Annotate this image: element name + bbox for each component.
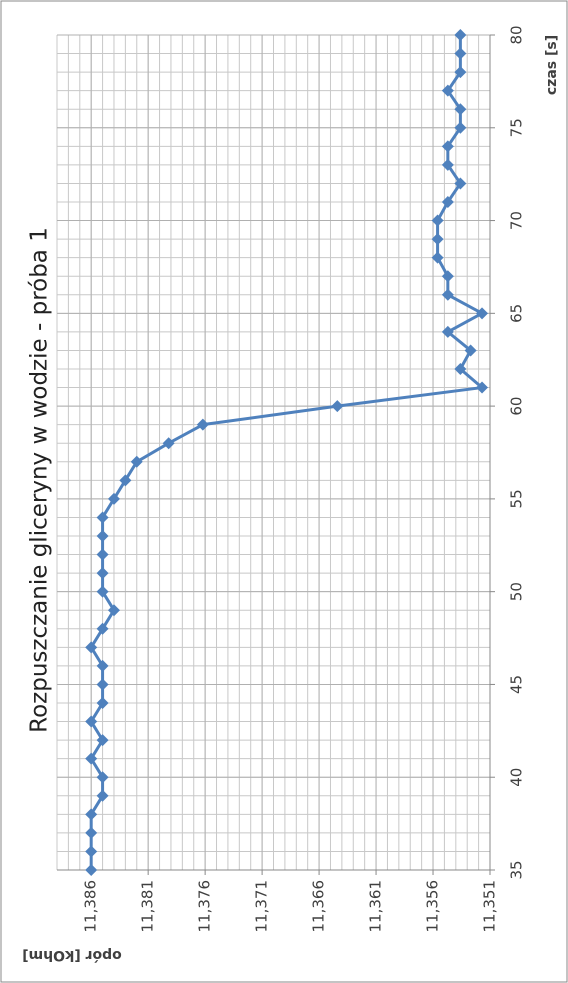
y-tick-label: 11,351 (481, 880, 499, 933)
data-point (85, 752, 98, 765)
x-tick-label: 45 (508, 675, 526, 694)
data-point (96, 567, 109, 580)
x-tick-label: 60 (508, 397, 526, 416)
data-point (107, 492, 120, 505)
x-tick-label: 55 (508, 489, 526, 508)
x-axis-title: czas [s] (544, 35, 560, 95)
data-point (431, 251, 444, 264)
x-tick-label: 35 (508, 860, 526, 879)
data-point (476, 307, 489, 320)
data-point (96, 585, 109, 598)
data-point (96, 530, 109, 542)
data-point (107, 604, 120, 617)
data-point (441, 270, 454, 283)
y-tick-label: 11,371 (253, 880, 271, 933)
data-point (441, 158, 454, 171)
x-tick-label: 70 (508, 211, 526, 230)
data-point (454, 363, 467, 375)
data-point (96, 659, 109, 672)
data-point (441, 325, 454, 338)
data-point (119, 474, 132, 487)
data-point (96, 771, 109, 784)
chart-title: Rozpuszczanie gliceryny w wodzie - próba… (27, 227, 53, 733)
data-point (476, 381, 489, 394)
data-line (89, 35, 484, 870)
data-point (441, 288, 454, 301)
data-point (454, 177, 467, 190)
data-point (464, 344, 477, 357)
data-point (196, 418, 209, 431)
y-tick-label: 11,361 (367, 880, 385, 933)
data-point (162, 437, 175, 450)
x-tick-label: 40 (508, 768, 526, 787)
data-point (431, 233, 444, 246)
data-point (96, 697, 109, 709)
data-point (96, 789, 109, 802)
x-tick-label: 80 (508, 25, 526, 44)
y-tick-label: 11,386 (82, 880, 100, 933)
x-tick-label: 50 (508, 582, 526, 601)
data-point (96, 548, 109, 561)
y-tick-label: 11,381 (139, 880, 157, 933)
y-axis-title: opór [kOhm] (22, 947, 122, 963)
data-point (431, 214, 444, 227)
data-point (96, 511, 109, 524)
rotated-chart: Rozpuszczanie gliceryny w wodzie - próba… (22, 25, 560, 963)
data-point (130, 455, 143, 468)
data-point (454, 103, 467, 116)
x-tick-label: 65 (508, 304, 526, 323)
data-point (454, 47, 467, 60)
data-point (85, 864, 98, 876)
x-tick-label: 75 (508, 118, 526, 137)
data-point (454, 29, 467, 41)
data-point (454, 121, 467, 134)
y-tick-label: 11,366 (310, 880, 328, 933)
data-point (85, 641, 98, 654)
data-point (85, 826, 98, 839)
y-tick-label: 11,356 (424, 880, 442, 933)
data-point (96, 678, 109, 691)
data-point (331, 400, 344, 413)
data-point (441, 84, 454, 97)
data-point (454, 66, 467, 79)
data-point (85, 845, 98, 858)
data-point (85, 808, 98, 821)
data-point (96, 622, 109, 635)
data-point (96, 734, 109, 747)
data-point (441, 140, 454, 153)
data-point (85, 715, 98, 728)
y-tick-label: 11,376 (196, 880, 214, 933)
data-point (441, 196, 454, 208)
